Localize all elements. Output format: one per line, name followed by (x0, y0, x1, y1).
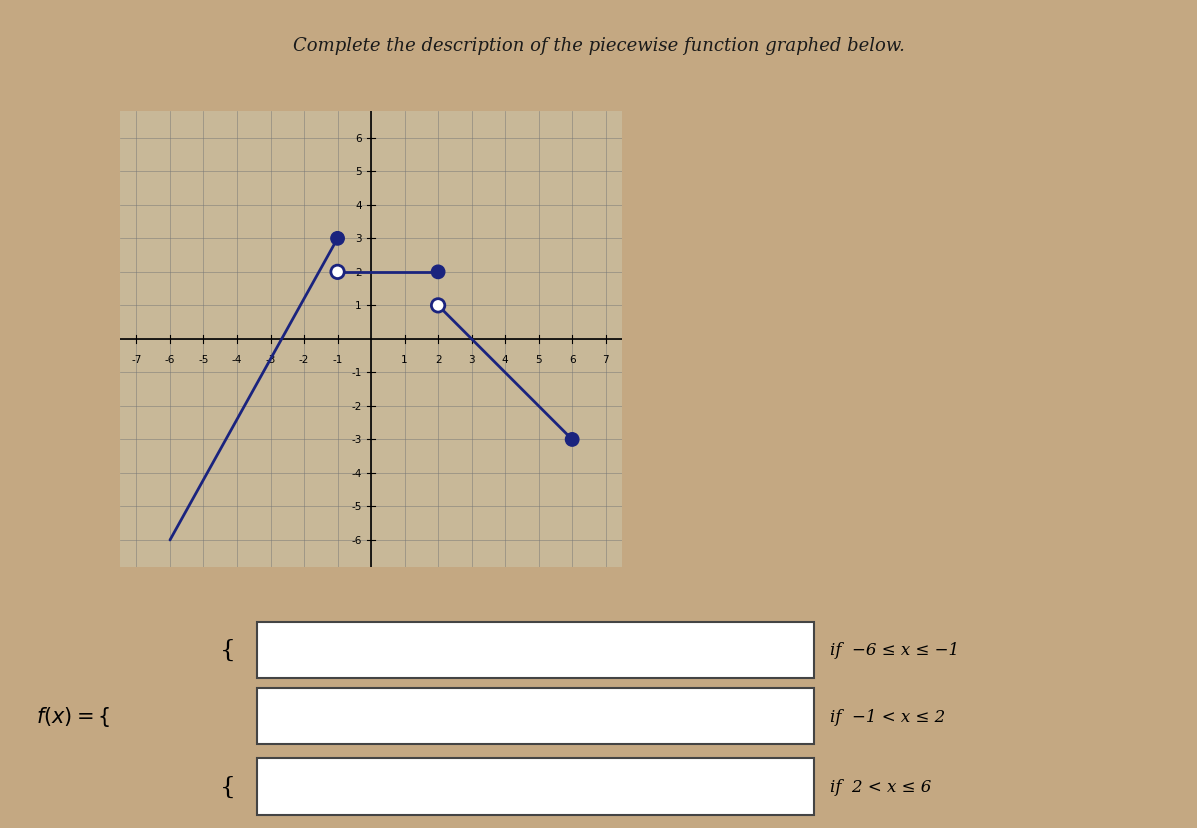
Text: 1: 1 (401, 354, 408, 364)
Text: -4: -4 (351, 469, 361, 479)
Text: -3: -3 (351, 435, 361, 445)
Text: 6: 6 (356, 133, 361, 143)
Text: 3: 3 (468, 354, 475, 364)
Text: -2: -2 (351, 402, 361, 412)
Text: -1: -1 (333, 354, 342, 364)
Circle shape (431, 266, 445, 279)
Circle shape (330, 266, 345, 279)
Text: Complete the description of the piecewise function graphed below.: Complete the description of the piecewis… (292, 37, 905, 55)
Circle shape (565, 433, 579, 446)
Text: 4: 4 (356, 200, 361, 210)
Text: if  −6 ≤ x ≤ −1: if −6 ≤ x ≤ −1 (830, 642, 959, 658)
Text: -5: -5 (351, 502, 361, 512)
Circle shape (330, 233, 345, 246)
Text: -1: -1 (351, 368, 361, 378)
Text: 4: 4 (502, 354, 509, 364)
Text: -3: -3 (266, 354, 275, 364)
Text: 2: 2 (435, 354, 442, 364)
Text: -2: -2 (299, 354, 309, 364)
Text: -6: -6 (165, 354, 175, 364)
Text: 7: 7 (602, 354, 609, 364)
Text: if  2 < x ≤ 6: if 2 < x ≤ 6 (830, 778, 931, 795)
Circle shape (431, 299, 445, 313)
Text: -5: -5 (199, 354, 208, 364)
Text: 1: 1 (356, 301, 361, 311)
Text: {: { (220, 775, 236, 798)
Text: -4: -4 (232, 354, 242, 364)
Text: 6: 6 (569, 354, 576, 364)
Text: 2: 2 (356, 267, 361, 277)
Text: {: { (220, 638, 236, 662)
Text: if  −1 < x ≤ 2: if −1 < x ≤ 2 (830, 708, 944, 724)
Text: -6: -6 (351, 536, 361, 546)
Text: $f(x) = \{$: $f(x) = \{$ (36, 705, 110, 728)
Text: 3: 3 (356, 234, 361, 244)
Text: 5: 5 (356, 167, 361, 177)
Text: 5: 5 (535, 354, 542, 364)
Text: -7: -7 (132, 354, 141, 364)
